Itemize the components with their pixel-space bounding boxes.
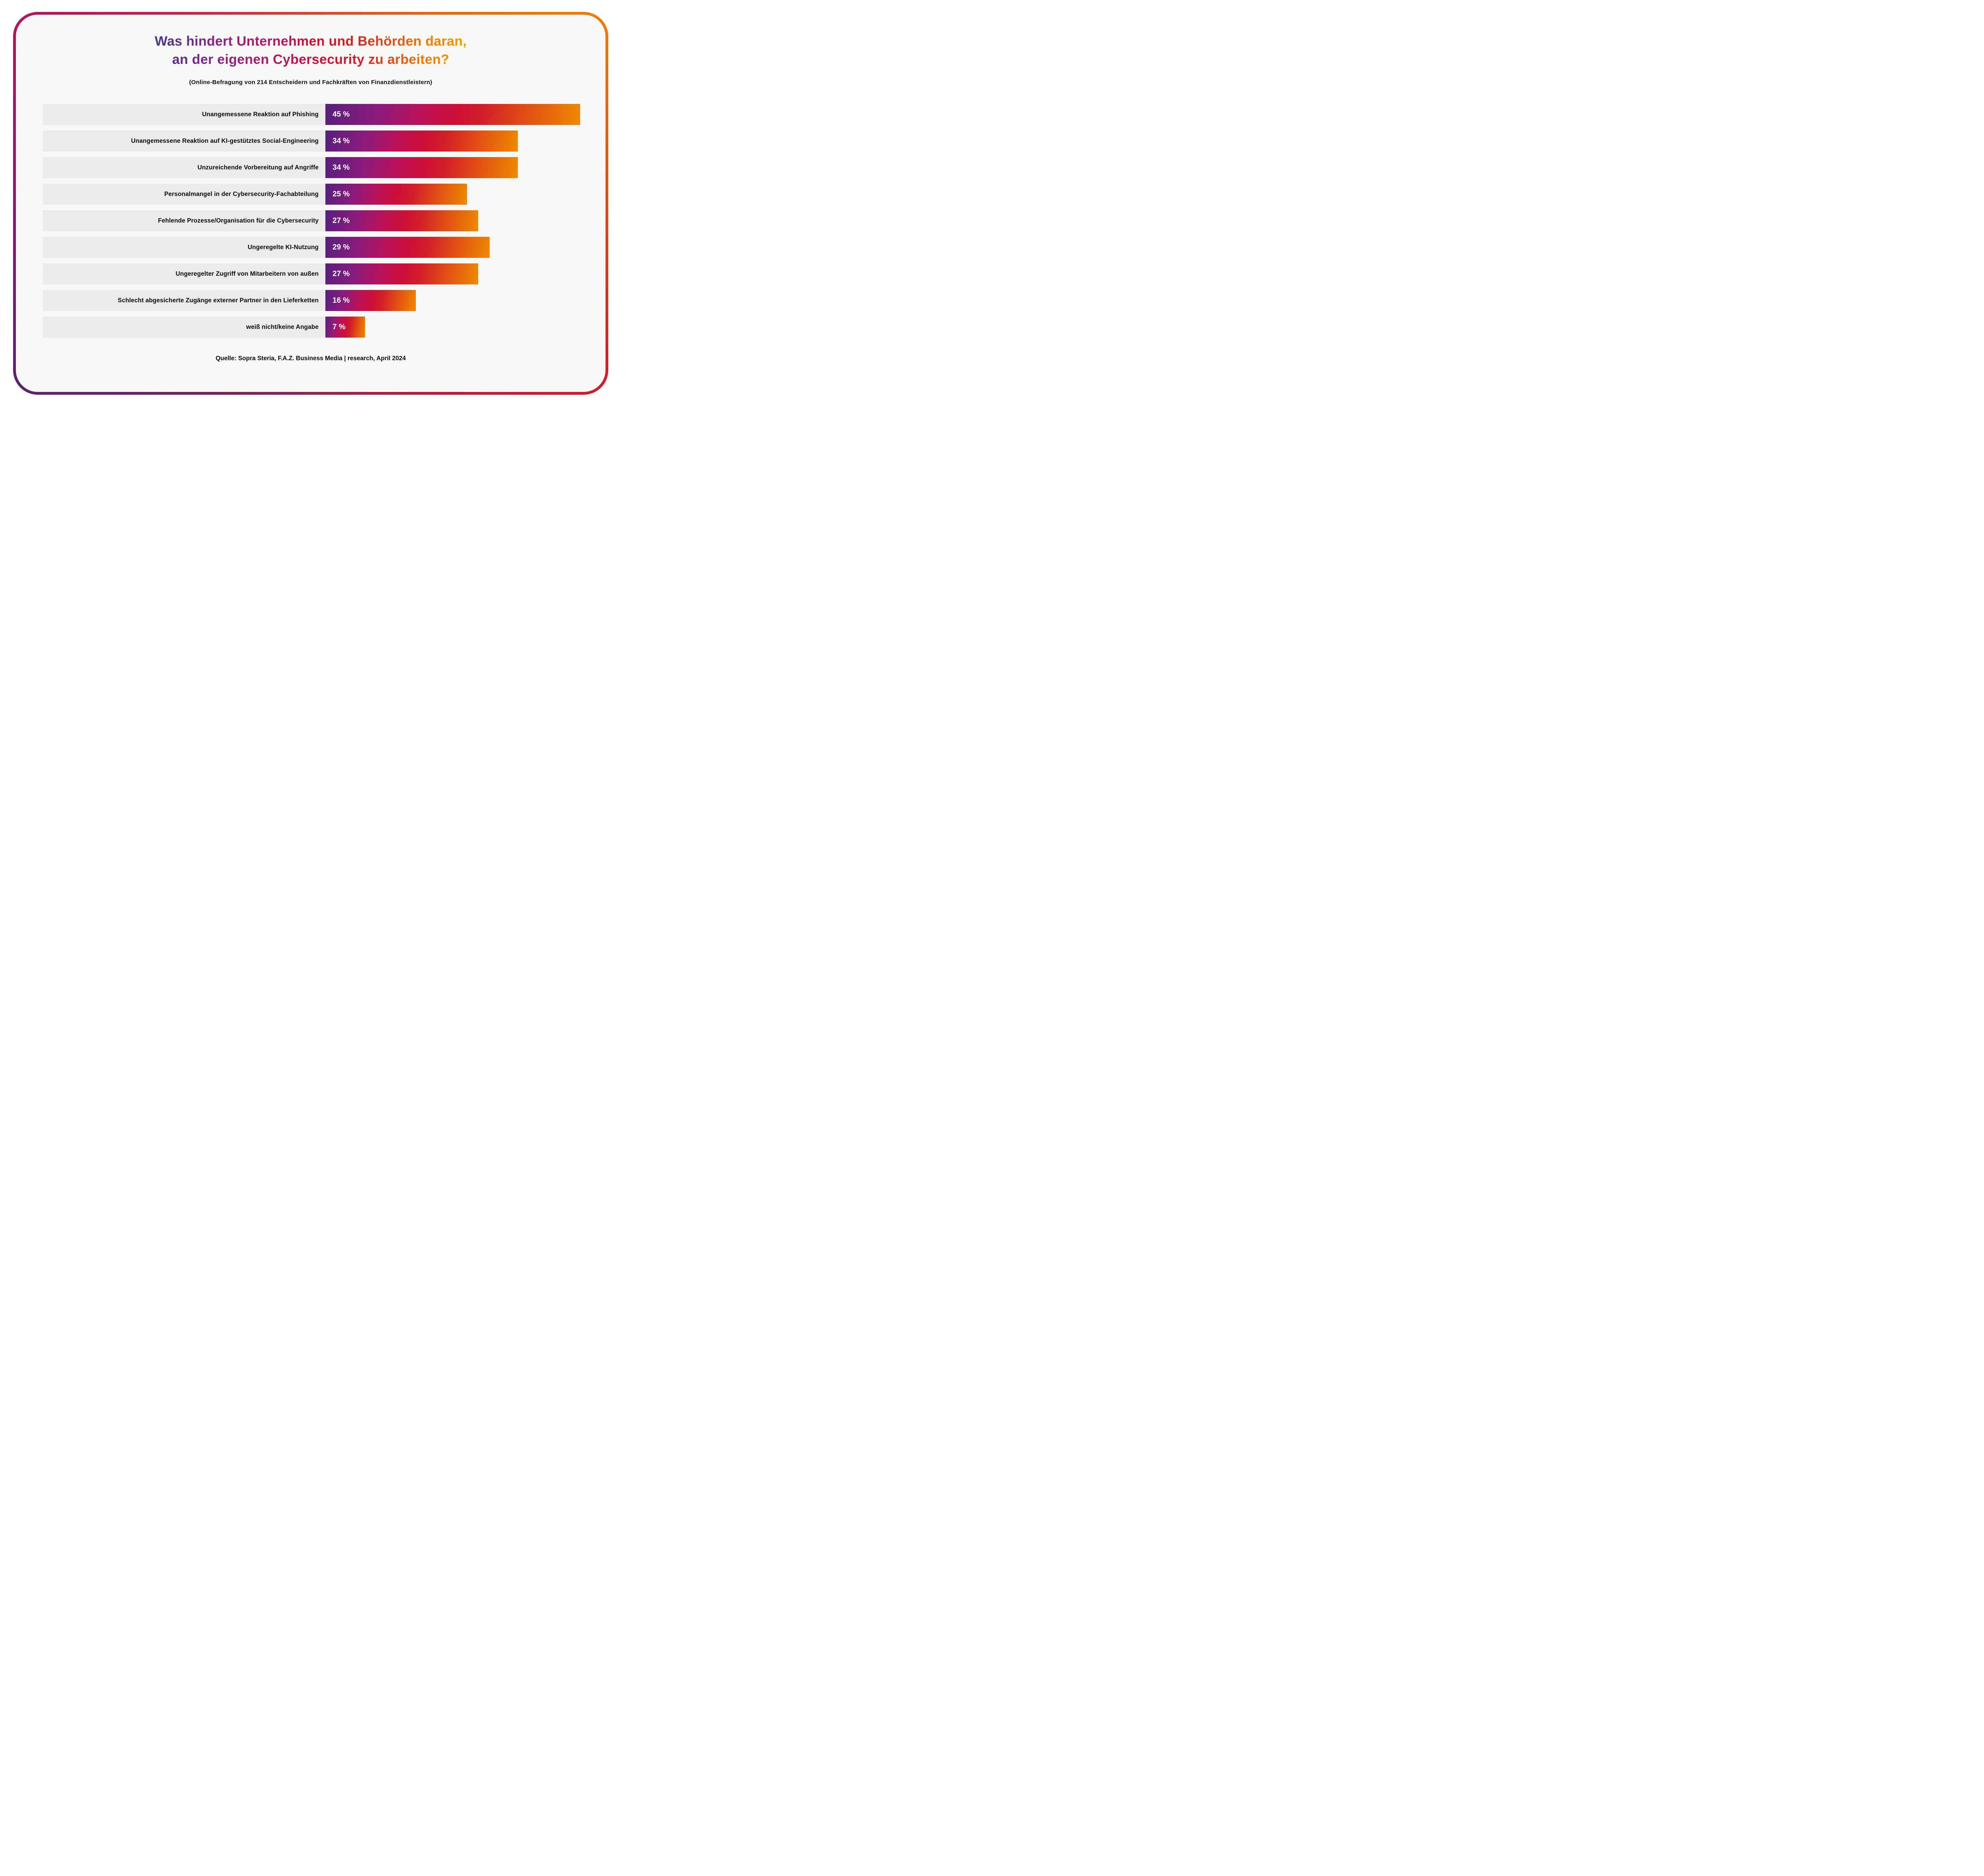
- bar: 34 %: [325, 157, 518, 178]
- bar-row: Unangemessene Reaktion auf Phishing 45 %: [43, 104, 598, 125]
- page-title-line-1: Was hindert Unternehmen und Behörden dar…: [155, 32, 467, 50]
- bar: 16 %: [325, 290, 416, 311]
- bar-value: 45 %: [333, 110, 350, 119]
- bar-label: Fehlende Prozesse/Organisation für die C…: [43, 210, 325, 231]
- bar: 34 %: [325, 131, 518, 152]
- bar: 45 %: [325, 104, 580, 125]
- bar: 7 %: [325, 317, 365, 338]
- bar-label: Unangemessene Reaktion auf Phishing: [43, 104, 325, 125]
- bar-value: 16 %: [333, 296, 350, 305]
- bar-chart: Unangemessene Reaktion auf Phishing 45 %…: [43, 104, 598, 338]
- bar-value: 25 %: [333, 190, 350, 198]
- bar-row: Schlecht abgesicherte Zugänge externer P…: [43, 290, 598, 311]
- bar: 27 %: [325, 263, 478, 284]
- bar-label: Ungeregelte KI-Nutzung: [43, 237, 325, 258]
- bar-row: Fehlende Prozesse/Organisation für die C…: [43, 210, 598, 231]
- bar: 25 %: [325, 184, 467, 205]
- bar-value: 7 %: [333, 323, 346, 331]
- survey-subtitle: (Online-Befragung von 214 Entscheidern u…: [189, 79, 433, 86]
- bar-row: Unangemessene Reaktion auf KI-gestütztes…: [43, 131, 598, 152]
- bar-label: Unzureichende Vorbereitung auf Angriffe: [43, 157, 325, 178]
- bar: 27 %: [325, 210, 478, 231]
- bar-row: Unzureichende Vorbereitung auf Angriffe …: [43, 157, 598, 178]
- source-note: Quelle: Sopra Steria, F.A.Z. Business Me…: [215, 355, 406, 362]
- bar-value: 27 %: [333, 269, 350, 278]
- bar-value: 34 %: [333, 136, 350, 145]
- bar-label: weiß nicht/keine Angabe: [43, 317, 325, 338]
- bar-row: weiß nicht/keine Angabe 7 %: [43, 317, 598, 338]
- infographic-stage: Was hindert Unternehmen und Behörden dar…: [0, 0, 622, 407]
- bar-row: Personalmangel in der Cybersecurity-Fach…: [43, 184, 598, 205]
- bar-label: Ungeregelter Zugriff von Mitarbeitern vo…: [43, 263, 325, 284]
- page-title: Was hindert Unternehmen und Behörden dar…: [16, 32, 606, 69]
- bar: 29 %: [325, 237, 490, 258]
- bar-row: Ungeregelte KI-Nutzung 29 %: [43, 237, 598, 258]
- bar-value: 34 %: [333, 163, 350, 172]
- page-title-line-2: an der eigenen Cybersecurity zu arbeiten…: [172, 50, 449, 69]
- bar-label: Schlecht abgesicherte Zugänge externer P…: [43, 290, 325, 311]
- bar-value: 29 %: [333, 243, 350, 252]
- bar-row: Ungeregelter Zugriff von Mitarbeitern vo…: [43, 263, 598, 284]
- bar-value: 27 %: [333, 216, 350, 225]
- card-content: Was hindert Unternehmen und Behörden dar…: [16, 15, 606, 392]
- gradient-border-card: Was hindert Unternehmen und Behörden dar…: [13, 12, 608, 395]
- bar-label: Personalmangel in der Cybersecurity-Fach…: [43, 184, 325, 205]
- bar-label: Unangemessene Reaktion auf KI-gestütztes…: [43, 131, 325, 152]
